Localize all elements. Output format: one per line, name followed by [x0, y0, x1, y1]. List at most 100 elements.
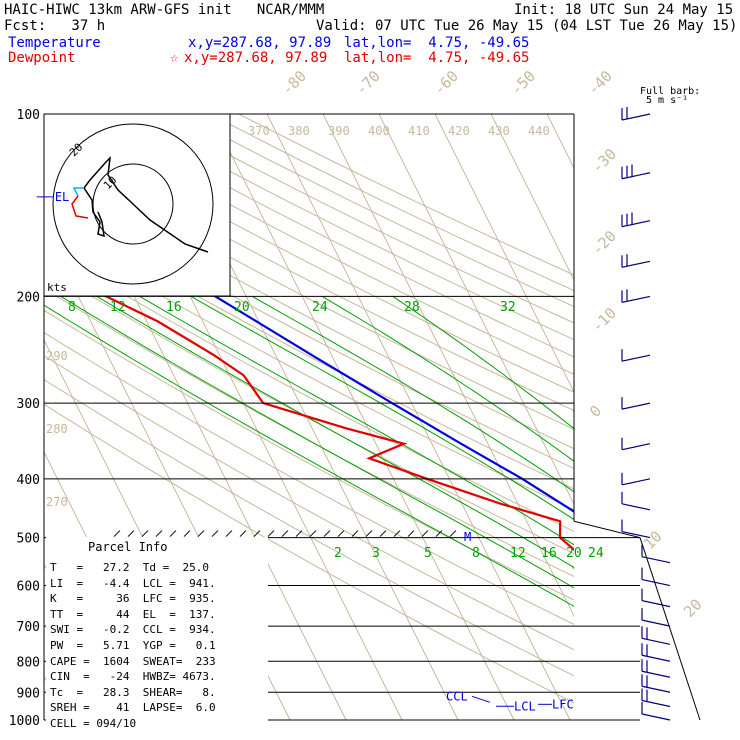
hodograph-trace-lowest	[71, 195, 89, 219]
pressure-tick-label: 900	[17, 686, 40, 701]
dry-adiabat-line	[44, 207, 574, 490]
dewpoint-legend: Dewpoint	[8, 50, 76, 66]
moist-adiabat-label: 28	[404, 300, 420, 315]
hatch-mark	[351, 530, 359, 537]
hatch-mark	[225, 530, 233, 537]
hatch-mark	[183, 530, 191, 537]
pressure-tick-label: 800	[17, 655, 40, 670]
isotherm-label: -60	[430, 67, 462, 99]
pressure-tick-label: 300	[17, 397, 40, 412]
dry-adiabat-line	[44, 118, 574, 393]
barb-legend-unit: 5 m s⁻¹	[646, 95, 688, 106]
parcel-info-row: SWI = -0.2 CCL = 934.	[50, 623, 216, 637]
parcel-info-title: Parcel Info	[88, 540, 168, 554]
theta-label: 420	[448, 124, 470, 138]
moist-adiabat-label: 16	[166, 300, 182, 315]
mixing-ratio-label: 12	[510, 546, 526, 561]
moist-adiabat-label: 32	[500, 300, 516, 315]
dry-adiabat-line	[44, 267, 574, 555]
isotherm-label: -20	[588, 227, 620, 259]
hatch-mark	[127, 530, 135, 537]
moist-adiabat-line	[322, 295, 574, 462]
dry-adiabat-line	[64, 114, 574, 375]
hatch-mark	[309, 530, 317, 537]
parcel-info-row: TT = 44 EL = 137.	[50, 607, 216, 621]
moist-adiabat-line	[96, 295, 574, 569]
hatch-mark	[449, 530, 457, 537]
frame-slant-lower	[639, 537, 701, 721]
isotherm-label: -70	[352, 67, 384, 99]
temperature-xy: x,y=287.68, 97.89	[188, 35, 332, 51]
wind-barb-shaft	[621, 478, 651, 486]
mixing-ratio-line	[702, 563, 740, 720]
temperature-latlon: lat,lon= 4.75, -49.65	[344, 35, 530, 51]
isotherm-line	[715, 114, 740, 720]
hatch-mark	[365, 530, 373, 537]
hatch-mark	[379, 530, 387, 537]
moist-adiabat-label: 12	[110, 300, 126, 315]
ccl-label: CCL	[446, 689, 468, 703]
theta-label: 280	[46, 422, 68, 436]
isotherm-line	[659, 114, 740, 720]
mixing-ratio-label: 16	[541, 546, 557, 561]
mixing-ratio-label: 24	[588, 546, 604, 561]
moist-adiabat-label: 24	[312, 300, 328, 315]
wind-barb-shaft	[641, 600, 671, 608]
dry-adiabat-line	[44, 355, 574, 651]
wind-barb-shaft	[621, 260, 651, 268]
pressure-tick-label: 700	[17, 620, 40, 635]
mixing-ratio-label: 3	[372, 546, 380, 561]
isotherm-label: 0	[586, 402, 605, 421]
el-label: EL	[55, 190, 69, 204]
lcl-label: LCL	[514, 699, 536, 713]
hatch-mark	[169, 530, 177, 537]
isotherm-label: -40	[584, 67, 616, 99]
moist-adiabat-line	[139, 295, 574, 546]
hatch-mark	[281, 530, 289, 537]
isotherm-label: 20	[680, 595, 706, 621]
dry-adiabat-line	[44, 152, 574, 430]
hatch-mark	[295, 530, 303, 537]
parcel-info-box	[46, 537, 268, 722]
hodograph-frame	[43, 113, 231, 297]
pressure-tick-label: 400	[17, 473, 40, 488]
theta-label: 440	[528, 124, 550, 138]
wind-barb-shaft	[621, 113, 651, 121]
wind-barb-shaft	[621, 295, 651, 304]
hatch-mark	[323, 530, 331, 537]
moist-adiabat-line	[392, 295, 574, 430]
wind-barb-shaft	[621, 220, 651, 228]
freezing-level-marker: M	[464, 530, 471, 544]
isotherm-label: -80	[278, 67, 310, 99]
valid-time: Valid: 07 UTC Tue 26 May 15 (04 LST Tue …	[316, 18, 738, 34]
hatch-mark	[211, 530, 219, 537]
lfc-label: LFC	[552, 697, 574, 711]
moist-adiabat-line	[190, 295, 574, 521]
wind-barb-shaft	[641, 637, 671, 645]
dry-adiabat-line	[44, 134, 574, 412]
isotherm-line	[434, 114, 574, 394]
dewpoint-xy: x,y=287.68, 97.89	[184, 50, 328, 66]
theta-label: 410	[408, 124, 430, 138]
parcel-info-row: T = 27.2 Td = 25.0	[50, 561, 209, 574]
isotherm-line	[322, 114, 574, 618]
isotherm-label: -10	[588, 304, 620, 336]
mixing-ratio-line	[670, 563, 740, 720]
hatch-mark	[337, 530, 345, 537]
theta-label: 270	[46, 495, 68, 509]
isotherm-line	[546, 114, 574, 170]
pressure-tick-label: 500	[17, 532, 40, 547]
mixing-ratio-line	[634, 563, 740, 720]
wind-barb-shaft	[621, 530, 651, 539]
parcel-info-row: SREH = 41 LAPSE= 6.0	[50, 701, 216, 715]
hatch-mark	[435, 530, 443, 537]
mixing-ratio-label: 20	[566, 546, 582, 561]
dry-adiabat-line	[44, 226, 574, 511]
wind-barb-shaft	[641, 685, 671, 693]
hatch-mark	[141, 530, 149, 537]
wind-barb-shaft	[641, 578, 671, 587]
wind-barb-shaft	[641, 556, 671, 564]
dry-adiabat-line	[44, 403, 574, 704]
theta-label: 400	[368, 124, 390, 138]
